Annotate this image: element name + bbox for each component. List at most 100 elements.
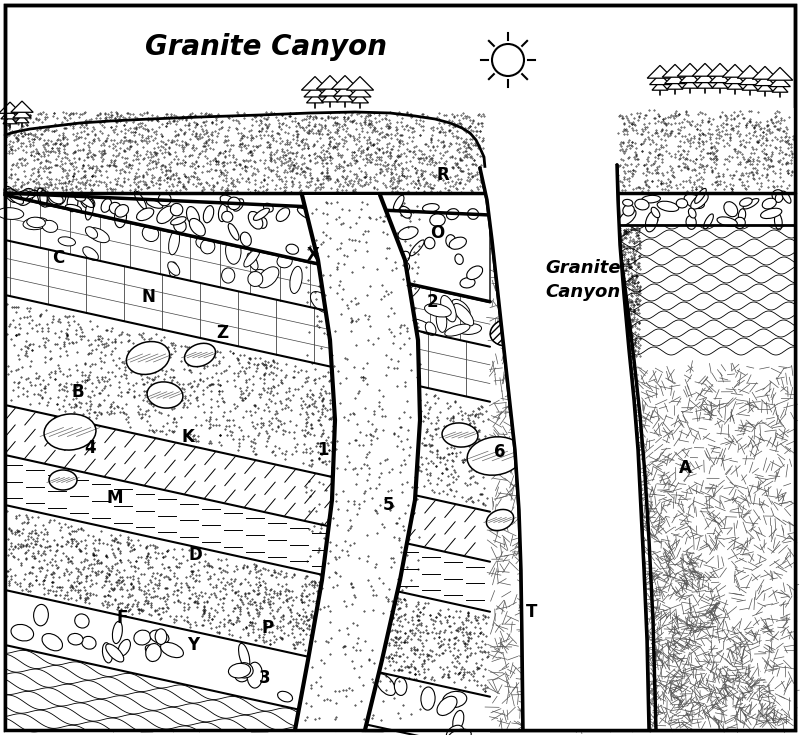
Ellipse shape: [238, 643, 250, 668]
Ellipse shape: [150, 630, 169, 644]
Ellipse shape: [381, 261, 392, 272]
Ellipse shape: [218, 204, 227, 221]
Ellipse shape: [676, 198, 688, 208]
Ellipse shape: [34, 604, 48, 625]
Ellipse shape: [774, 213, 782, 230]
Polygon shape: [346, 76, 374, 90]
Polygon shape: [665, 74, 686, 84]
Text: 3: 3: [259, 669, 271, 687]
Ellipse shape: [530, 608, 566, 633]
Ellipse shape: [740, 198, 752, 207]
Polygon shape: [322, 93, 338, 102]
Text: M: M: [106, 489, 123, 507]
Ellipse shape: [322, 280, 345, 294]
Text: 4: 4: [84, 439, 96, 457]
Polygon shape: [11, 101, 34, 112]
Ellipse shape: [448, 729, 471, 735]
Polygon shape: [5, 455, 490, 612]
Ellipse shape: [684, 194, 705, 209]
Polygon shape: [712, 79, 728, 88]
Ellipse shape: [341, 219, 356, 235]
Text: 5: 5: [382, 496, 394, 514]
Polygon shape: [650, 74, 670, 85]
Ellipse shape: [75, 195, 86, 201]
Polygon shape: [5, 193, 490, 301]
Ellipse shape: [400, 207, 411, 218]
Ellipse shape: [446, 725, 464, 735]
Ellipse shape: [453, 711, 464, 731]
Polygon shape: [707, 63, 733, 76]
Ellipse shape: [101, 198, 111, 212]
Ellipse shape: [782, 191, 791, 204]
Ellipse shape: [352, 684, 371, 701]
Ellipse shape: [146, 200, 162, 208]
Polygon shape: [316, 76, 344, 89]
Ellipse shape: [349, 243, 356, 262]
Polygon shape: [1, 110, 19, 119]
Polygon shape: [5, 590, 490, 735]
Ellipse shape: [398, 284, 420, 303]
Ellipse shape: [106, 644, 124, 662]
Text: Granite
Canyon: Granite Canyon: [545, 259, 621, 301]
Polygon shape: [647, 65, 673, 78]
Polygon shape: [634, 360, 795, 730]
Ellipse shape: [277, 254, 292, 268]
Ellipse shape: [74, 614, 89, 628]
Polygon shape: [3, 116, 17, 123]
Ellipse shape: [694, 188, 706, 204]
Ellipse shape: [201, 239, 215, 254]
Ellipse shape: [455, 254, 463, 265]
Ellipse shape: [233, 198, 244, 211]
Polygon shape: [334, 85, 356, 96]
Ellipse shape: [310, 292, 332, 312]
Ellipse shape: [42, 634, 62, 650]
Text: 2: 2: [426, 293, 438, 311]
Ellipse shape: [437, 696, 457, 715]
Polygon shape: [5, 295, 490, 512]
Ellipse shape: [235, 663, 253, 678]
Ellipse shape: [442, 423, 478, 447]
Polygon shape: [5, 505, 490, 697]
Ellipse shape: [55, 193, 66, 205]
Ellipse shape: [38, 196, 54, 207]
Ellipse shape: [441, 295, 456, 322]
Polygon shape: [772, 83, 788, 92]
Ellipse shape: [642, 196, 661, 203]
Polygon shape: [617, 200, 634, 360]
Polygon shape: [304, 86, 326, 97]
Polygon shape: [331, 76, 358, 89]
Ellipse shape: [452, 299, 470, 317]
Ellipse shape: [379, 284, 396, 307]
Ellipse shape: [298, 208, 314, 220]
Ellipse shape: [244, 248, 260, 267]
Ellipse shape: [657, 201, 678, 212]
Ellipse shape: [558, 565, 602, 595]
Ellipse shape: [358, 229, 371, 248]
Ellipse shape: [446, 234, 456, 248]
Ellipse shape: [115, 204, 129, 217]
Ellipse shape: [86, 199, 94, 220]
Polygon shape: [337, 93, 354, 102]
Polygon shape: [319, 85, 341, 96]
Ellipse shape: [449, 237, 466, 249]
Text: N: N: [141, 288, 155, 306]
Ellipse shape: [118, 639, 130, 656]
Ellipse shape: [397, 293, 410, 319]
Ellipse shape: [137, 208, 154, 220]
Ellipse shape: [86, 226, 98, 238]
Ellipse shape: [743, 198, 759, 209]
Polygon shape: [617, 108, 795, 193]
Text: P: P: [262, 619, 274, 637]
Ellipse shape: [26, 217, 46, 228]
Text: 1: 1: [318, 441, 329, 459]
Ellipse shape: [247, 253, 258, 270]
Ellipse shape: [460, 278, 475, 288]
Ellipse shape: [486, 509, 514, 531]
Polygon shape: [667, 80, 683, 89]
Ellipse shape: [170, 217, 186, 225]
Ellipse shape: [310, 679, 326, 698]
Ellipse shape: [334, 278, 346, 293]
Ellipse shape: [161, 642, 183, 658]
Polygon shape: [349, 86, 371, 97]
Ellipse shape: [222, 268, 234, 283]
